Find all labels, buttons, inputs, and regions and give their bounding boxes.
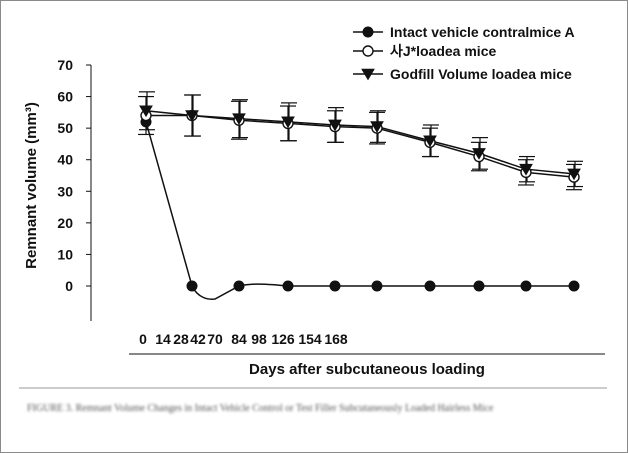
y-tick-label: 50 [57,120,73,136]
data-point-series-0 [186,280,198,292]
legend-marker-0 [362,26,374,38]
data-point-series-0 [568,280,580,292]
legend-label-0: Intact vehicle contralmice A [390,24,575,40]
data-point-series-0 [473,280,485,292]
x-tick-label: 84 [231,331,247,347]
y-tick-label: 40 [57,152,73,168]
data-point-series-0 [329,280,341,292]
data-point-series-0 [282,280,294,292]
x-tick-label: 0 [139,331,147,347]
x-tick-label: 28 [173,331,189,347]
y-tick-label: 0 [65,278,73,294]
data-point-series-0 [424,280,436,292]
data-point-series-0 [233,280,245,292]
data-point-series-0 [520,280,532,292]
x-tick-label: 168 [324,331,348,347]
x-tick-label: 14 [155,331,171,347]
x-tick-label: 42 [190,331,206,347]
series-line-2 [145,110,575,175]
data-point-series-2 [519,163,533,176]
y-axis-label: Remnant volume (mm³) [23,102,40,269]
x-tick-label: 70 [207,331,223,347]
legend-label-1: 사J*loadea mice [390,43,496,59]
legend-marker-1 [362,45,374,57]
y-tick-label: 10 [57,246,73,262]
data-point-series-2 [281,116,295,129]
series-line-1 [146,114,575,178]
data-point-series-0 [371,280,383,292]
legend-label-2: Godfill Volume loadea mice [390,66,572,82]
data-point-series-2 [185,110,199,122]
data-point-series-2 [139,105,153,118]
x-tick-label: 98 [251,331,267,347]
line-chart: 0 10 20 30 40 50 60 70 Remnant volume (mm³) 0 14 28… [19,24,607,389]
data-point-series-2 [232,113,246,126]
figure-caption: FIGURE 3. Remnant Volume Changes in Inta… [27,403,494,414]
legend-marker-2 [361,68,375,81]
series-line-intact [145,121,574,300]
x-tick-label: 126 [271,331,295,347]
y-tick-label: 70 [57,57,73,73]
data-point-series-2 [423,135,437,148]
y-tick-label: 60 [57,89,73,105]
y-tick-label: 20 [57,215,73,231]
x-tick-label: 154 [298,331,322,347]
data-point-series-2 [472,148,486,160]
y-tick-label: 30 [57,183,73,199]
data-point-series-2 [370,121,384,133]
data-point-series-2 [567,168,581,181]
x-axis-label: Days after subcutaneous loading [249,361,485,378]
data-point-series-2 [328,119,342,132]
